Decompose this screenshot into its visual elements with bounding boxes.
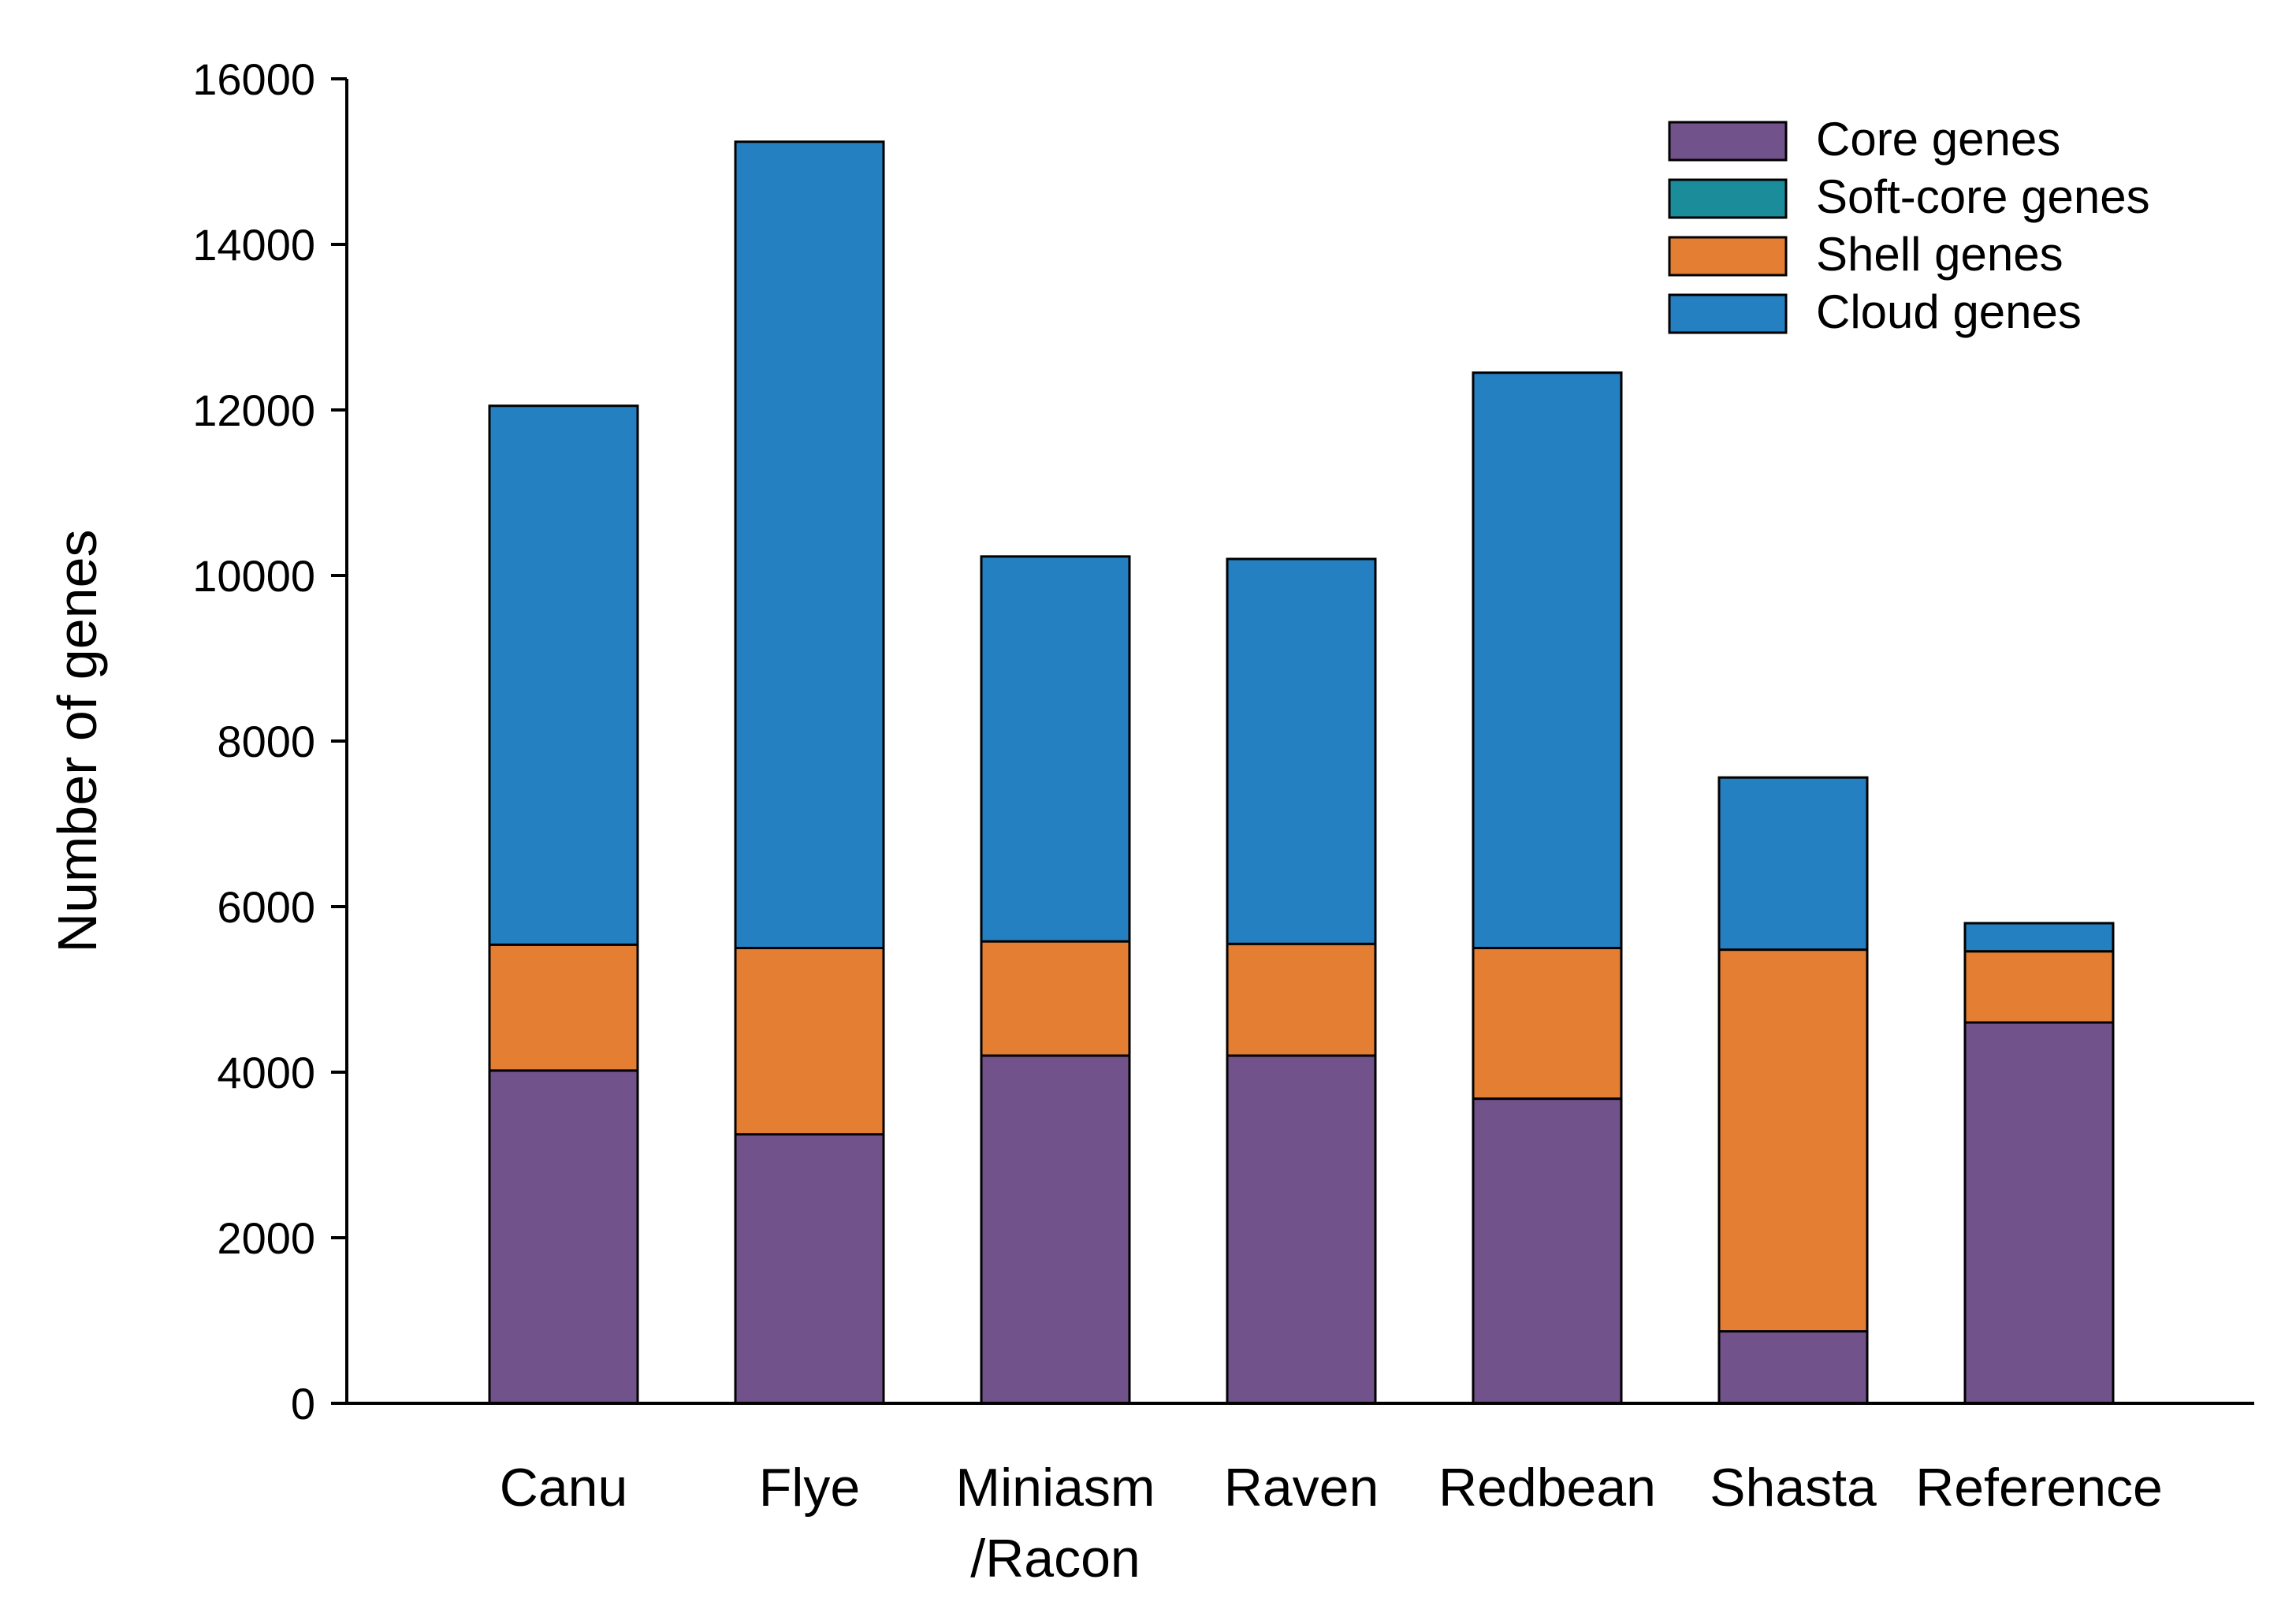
legend-swatch <box>1668 236 1788 277</box>
bar-segment-shell-genes-2 <box>980 940 1131 1057</box>
y-tick-label: 14000 <box>192 220 315 270</box>
legend-swatch <box>1668 293 1788 334</box>
legend-label: Core genes <box>1816 113 2060 166</box>
bar-segment-core-genes-5 <box>1717 1330 1869 1405</box>
bar-segment-shell-genes-6 <box>1963 950 2115 1024</box>
x-tick-label-line: Reference <box>1915 1458 2163 1518</box>
y-tick-label: 0 <box>291 1379 315 1429</box>
bar-segment-cloud-genes-2 <box>980 555 1131 943</box>
bar-segment-cloud-genes-3 <box>1226 557 1377 945</box>
legend-label: Cloud genes <box>1816 285 2082 338</box>
bar-segment-core-genes-3 <box>1226 1054 1377 1405</box>
x-tick-label: Raven <box>1224 1458 1379 1518</box>
x-tick-label: Miniasm/Racon <box>955 1458 1155 1589</box>
bar-segment-shell-genes-1 <box>734 947 885 1136</box>
x-tick-label: Shasta <box>1710 1458 1877 1518</box>
bar-segment-core-genes-4 <box>1472 1097 1623 1405</box>
legend-swatch <box>1668 121 1788 162</box>
y-axis-title: Number of genes <box>47 530 108 953</box>
bar-segment-shell-genes-0 <box>488 943 639 1072</box>
y-tick-label: 6000 <box>217 882 315 932</box>
y-tick-label: 4000 <box>217 1048 315 1097</box>
bar-segment-cloud-genes-0 <box>488 404 639 946</box>
y-tick-label: 2000 <box>217 1213 315 1263</box>
bar-segment-cloud-genes-6 <box>1963 922 2115 953</box>
x-tick-label: Redbean <box>1438 1458 1656 1518</box>
x-tick-label-line: Canu <box>500 1458 628 1518</box>
bar-segment-cloud-genes-5 <box>1717 776 1869 952</box>
legend-label: Shell genes <box>1816 228 2063 281</box>
bar-segment-shell-genes-4 <box>1472 947 1623 1101</box>
y-tick-label: 16000 <box>192 54 315 104</box>
x-tick-label: Flye <box>759 1458 860 1518</box>
bar-segment-core-genes-2 <box>980 1054 1131 1405</box>
x-tick-label-line: Miniasm <box>955 1458 1155 1518</box>
bar-segment-cloud-genes-4 <box>1472 371 1623 949</box>
y-tick-label: 12000 <box>192 386 315 435</box>
x-tick-label: Reference <box>1915 1458 2163 1518</box>
legend-swatch <box>1668 178 1788 219</box>
x-tick-label-line: /Racon <box>970 1529 1140 1589</box>
bar-segment-shell-genes-5 <box>1717 948 1869 1333</box>
bar-segment-core-genes-0 <box>488 1069 639 1405</box>
x-tick-label: Canu <box>500 1458 628 1518</box>
bar-segment-cloud-genes-1 <box>734 140 885 950</box>
x-tick-label-line: Raven <box>1224 1458 1379 1518</box>
x-tick-label-line: Shasta <box>1710 1458 1877 1518</box>
y-tick-label: 10000 <box>192 551 315 601</box>
bar-segment-shell-genes-3 <box>1226 942 1377 1057</box>
y-tick-label: 8000 <box>217 717 315 766</box>
bar-segment-core-genes-6 <box>1963 1021 2115 1405</box>
bar-segment-core-genes-1 <box>734 1133 885 1405</box>
x-tick-label-line: Redbean <box>1438 1458 1656 1518</box>
x-tick-label-line: Flye <box>759 1458 860 1518</box>
axes-layer: Canu Flye Miniasm/Racon Raven Redbean Shasta R… <box>192 54 2254 1589</box>
legend-label: Soft-core genes <box>1816 170 2150 223</box>
bars-layer <box>488 140 2115 1405</box>
